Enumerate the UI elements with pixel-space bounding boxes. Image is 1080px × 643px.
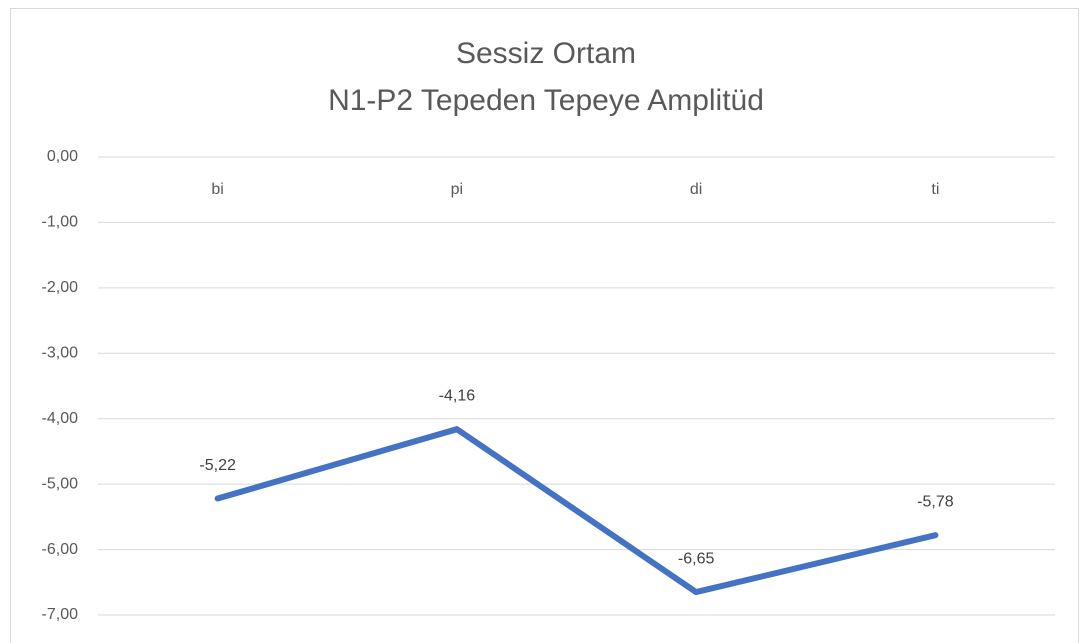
y-tick-label: 0,00	[47, 148, 78, 165]
data-label: -4,16	[439, 387, 476, 404]
x-tick-label: ti	[931, 181, 939, 198]
x-tick-label: pi	[451, 181, 463, 198]
data-label: -5,78	[917, 493, 954, 510]
y-tick-label: -2,00	[42, 279, 79, 296]
x-tick-label: di	[690, 181, 702, 198]
data-label: -6,65	[678, 550, 715, 567]
x-tick-label: bi	[211, 181, 223, 198]
y-tick-label: -5,00	[42, 475, 79, 492]
y-tick-label: -4,00	[42, 410, 79, 427]
y-tick-label: -6,00	[42, 541, 79, 558]
chart-border	[10, 8, 1079, 643]
data-label: -5,22	[199, 457, 236, 474]
y-tick-label: -1,00	[42, 214, 79, 231]
chart-subtitle: N1-P2 Tepeden Tepeye Amplitüd	[328, 84, 764, 117]
line-series	[214, 426, 939, 596]
y-tick-label: -7,00	[42, 606, 79, 623]
chart-title: Sessiz Ortam	[456, 37, 636, 70]
y-tick-label: -3,00	[42, 345, 79, 362]
